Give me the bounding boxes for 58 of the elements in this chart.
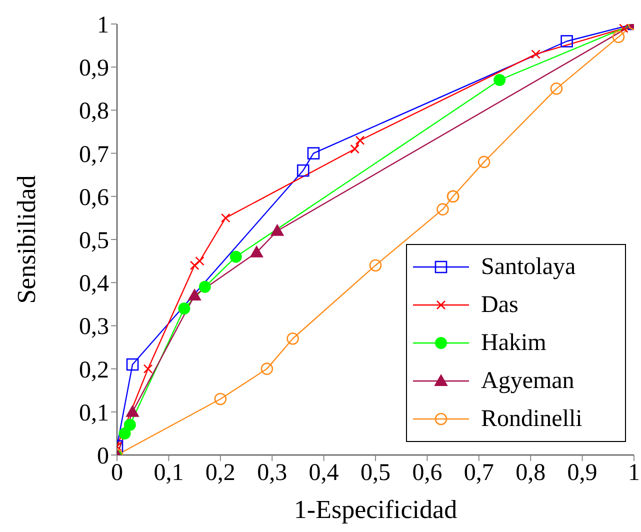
point — [260, 362, 274, 375]
y-tick-label: 0,8 — [79, 98, 109, 125]
y-tick-label: 0,5 — [79, 228, 109, 254]
point — [612, 30, 625, 44]
x-tick-label: 0,1 — [154, 460, 184, 486]
legend-label: Santolaya — [480, 254, 577, 280]
point — [178, 302, 190, 314]
y-tick-label: 0,3 — [79, 314, 109, 340]
point — [286, 332, 299, 345]
point — [494, 74, 506, 86]
x-tick-label: 0,2 — [205, 460, 236, 486]
point — [478, 156, 490, 168]
y-axis-title: Sensibilidad — [12, 175, 42, 304]
point — [296, 164, 310, 177]
y-tick-label: 1 — [97, 12, 109, 39]
point — [195, 256, 204, 266]
point — [126, 405, 140, 417]
legend-label: Agyeman — [480, 368, 576, 394]
point — [250, 246, 264, 258]
y-tick-label: 0 — [97, 444, 109, 470]
x-tick-label: 0,6 — [412, 460, 442, 486]
point — [143, 364, 153, 374]
point — [230, 250, 242, 263]
point — [190, 260, 200, 270]
x-tick-label: 0,7 — [464, 460, 494, 486]
point — [369, 259, 382, 272]
point — [126, 358, 139, 371]
y-tick-label: 0,7 — [79, 142, 109, 168]
x-tick-label: 1 — [628, 460, 640, 486]
y-tick-label: 0,2 — [79, 357, 109, 384]
legend-label: Das — [480, 292, 520, 318]
point — [355, 136, 365, 146]
point — [220, 213, 230, 223]
x-tick-label: 0,4 — [308, 460, 339, 486]
x-tick-label: 0,5 — [360, 460, 390, 486]
point — [270, 224, 284, 236]
legend-label: Hakim — [480, 330, 548, 356]
point — [118, 427, 131, 440]
point — [124, 418, 136, 431]
x-axis-title: 1-Especificidad — [294, 495, 458, 524]
point — [560, 35, 573, 48]
point — [619, 24, 628, 33]
legend-label: Rondinelli — [480, 406, 584, 432]
point — [198, 280, 211, 293]
x-tick-label: 0,3 — [257, 460, 288, 486]
point — [214, 392, 227, 406]
x-tick-label: 0,8 — [516, 460, 546, 486]
point — [350, 144, 360, 154]
y-tick-label: 0,9 — [79, 56, 109, 82]
x-tick-label: 0,9 — [567, 460, 598, 486]
point — [307, 147, 320, 160]
point — [531, 50, 540, 59]
y-tick-label: 0,4 — [79, 271, 109, 298]
y-tick-label: 0,6 — [79, 184, 109, 211]
point — [436, 203, 449, 216]
y-tick-label: 0,1 — [79, 400, 109, 426]
point — [550, 82, 563, 95]
point — [188, 289, 202, 301]
